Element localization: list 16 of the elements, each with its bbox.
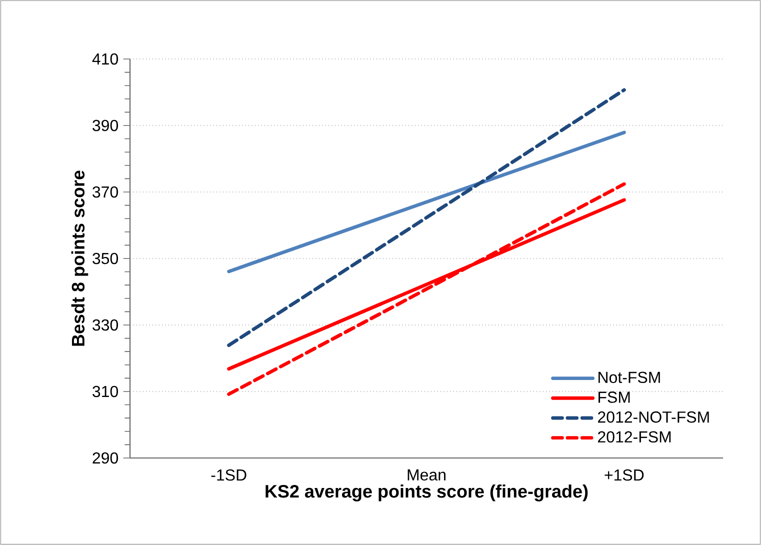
x-tick-label: +1SD [604, 469, 644, 481]
x-tick-label: Mean [408, 469, 446, 481]
legend-label: Not-FSM [598, 372, 660, 384]
x-axis-title: KS2 average points score (fine-grade) [266, 484, 588, 502]
legend-label: 2012-FSM [598, 431, 671, 443]
y-tick-label: 410 [92, 53, 118, 65]
y-tick-label: 350 [92, 252, 118, 264]
x-tick-label: -1SD [211, 469, 246, 481]
legend-label: 2012-NOT-FSM [598, 411, 709, 423]
y-tick-label: 370 [92, 186, 118, 198]
y-axis-title: Besdt 8 points score [71, 170, 88, 346]
y-tick-label: 330 [92, 319, 118, 331]
legend-label: FSM [598, 392, 630, 403]
y-tick-label: 310 [92, 386, 118, 398]
y-tick-label: 290 [92, 452, 118, 464]
y-tick-label: 390 [92, 120, 118, 132]
